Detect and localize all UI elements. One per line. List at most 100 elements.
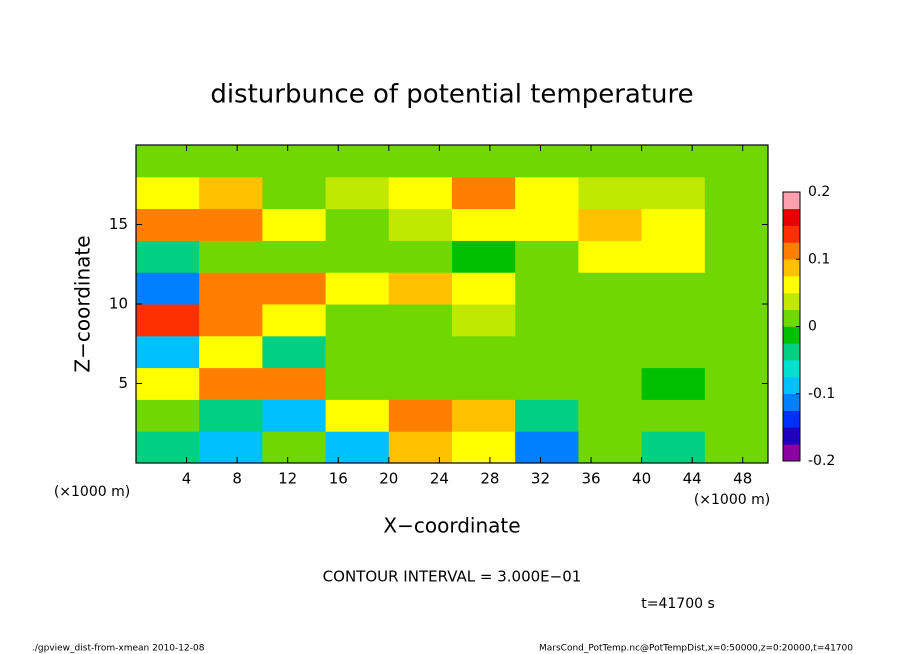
heatmap-cell [704,399,769,432]
colorbar-segment [783,444,800,462]
heatmap-cell [704,145,769,178]
heatmap-cell [325,304,390,337]
heatmap-cell [578,335,643,369]
heatmap-cell [262,367,327,400]
heatmap-cell [578,240,643,273]
heatmap-cell [641,176,706,210]
heatmap-cell [262,208,327,241]
heatmap-cell [641,367,706,400]
heatmap-cell [136,145,200,178]
heatmap-cell [641,335,706,369]
heatmap-cell [388,145,453,178]
heatmap-cell [452,399,516,432]
colorbar-segment [783,192,800,210]
heatmap-cell [452,240,516,273]
heatmap-cell [136,272,200,305]
heatmap-cell [578,145,643,178]
heatmap-cell [262,335,327,369]
heatmap-cell [325,145,390,178]
colorbar-segment [783,225,800,243]
x-unit-label: (×1000 m) [694,492,770,508]
heatmap-cell [641,145,706,178]
colorbar-segment [783,410,800,428]
heatmap-cell [136,367,200,400]
heatmap-cell [578,272,643,305]
heatmap-cell [515,272,579,305]
heatmap-cell [578,399,643,432]
heatmap-cell [704,240,769,273]
heatmap-cell [325,176,390,210]
heatmap-cell [515,335,579,369]
colorbar-tick-label: 0 [808,319,817,335]
heatmap-cell [325,367,390,400]
heatmap-cell [325,272,390,305]
heatmap-cell [136,208,200,241]
heatmap-cell [704,367,769,400]
heatmap-cell [262,240,327,273]
heatmap-cell [136,176,200,210]
heatmap-cell [136,431,200,464]
x-tick-label: 20 [379,470,398,488]
heatmap-cell [262,272,327,305]
y-tick-label: 15 [109,215,128,233]
heatmap-cell [325,208,390,241]
heatmap-cell [388,367,453,400]
x-tick-label: 12 [278,470,297,488]
x-tick-label: 28 [480,470,499,488]
heatmap-cell [388,335,453,369]
heatmap-cell [578,367,643,400]
heatmap-cell [452,367,516,400]
heatmap-cell [199,240,263,273]
colorbar-segment [783,242,800,260]
x-tick-label: 36 [581,470,600,488]
heatmap-cell [199,431,263,464]
heatmap-cell [578,431,643,464]
heatmap-cell [515,176,579,210]
heatmap-cell [388,272,453,305]
heatmap-cell [262,176,327,210]
x-unit-label: (×1000 m) [54,484,130,500]
y-tick-label: 10 [109,295,128,313]
heatmap-cell [388,431,453,464]
y-axis-label: Z−coordinate [71,235,95,372]
heatmap-cell [325,431,390,464]
heatmap-cell [199,208,263,241]
colorbar-tick-label: 0.1 [808,251,830,267]
colorbar-segment [783,376,800,395]
heatmap-cell [641,431,706,464]
x-axis-label: X−coordinate [383,514,520,538]
heatmap-cell [262,399,327,432]
colorbar-segment [783,276,800,294]
heatmap-cell [641,240,706,273]
heatmap-cell [704,304,769,337]
colorbar-segment [783,393,800,411]
colorbar-segment [783,208,800,226]
heatmap-cell [641,304,706,337]
colorbar-segment [783,360,800,378]
heatmap-cell [136,240,200,273]
colorbar-segment [783,292,800,310]
colorbar-segment [783,343,800,361]
colorbar-segment [783,326,800,344]
x-tick-label: 32 [531,470,550,488]
x-tick-label: 44 [683,470,702,488]
heatmap-cell [388,399,453,432]
heatmap-cell [388,240,453,273]
heatmap-cell [704,272,769,305]
heatmap-cell [388,176,453,210]
x-tick-label: 40 [632,470,651,488]
time-label: t=41700 s [641,596,715,612]
contour-interval: CONTOUR INTERVAL = 3.000E−01 [323,568,582,586]
heatmap-cell [452,208,516,241]
colorbar-segment [783,427,800,445]
heatmap-cell [452,335,516,369]
heatmap-cell [515,145,579,178]
heatmap-cell [199,335,263,369]
heatmap-cell [452,431,516,464]
x-tick-label: 8 [232,470,242,488]
colorbar-tick-label: -0.1 [808,386,835,402]
heatmap-cell [578,304,643,337]
heatmap-cell [452,304,516,337]
heatmap-cell [325,240,390,273]
